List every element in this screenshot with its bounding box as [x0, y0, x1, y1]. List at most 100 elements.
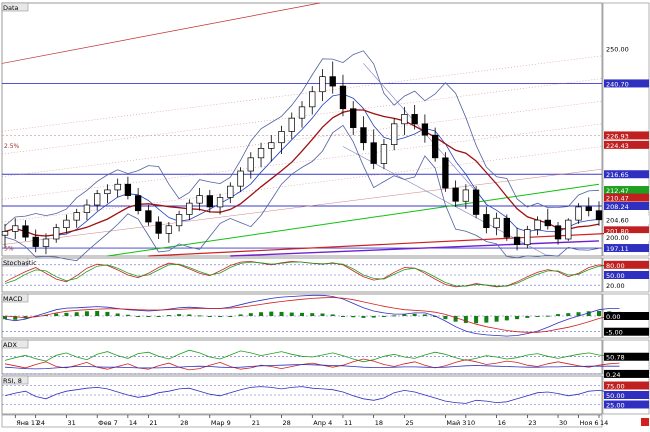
- macd-histogram-bar-44: [453, 316, 458, 322]
- candle-body-8: [83, 204, 91, 213]
- price-label-10: 197.11: [606, 245, 629, 253]
- macd-histogram-bar-36: [371, 316, 376, 318]
- price-label-0: 240.70: [606, 80, 629, 88]
- candle-body-55: [565, 219, 572, 240]
- candle-body-1: [12, 225, 19, 232]
- x-axis-label-12: 18: [375, 419, 383, 427]
- candle-body-56: [575, 206, 582, 221]
- panel-title-box-rsi: [1, 375, 29, 385]
- price-label-3: 216.65: [606, 171, 629, 179]
- macd-tick-label-1: -5.00: [606, 329, 623, 337]
- macd-histogram-bar-42: [433, 316, 438, 317]
- macd-histogram-bar-9: [95, 310, 100, 316]
- fan-line-1: [342, 146, 548, 257]
- x-axis-label-9: 28: [283, 419, 291, 427]
- price-axis-tick-0: 250.00: [606, 45, 629, 53]
- macd-histogram-bar-57: [586, 311, 591, 316]
- panel-title-stochastic: Stochastic: [3, 259, 37, 267]
- candle-body-57: [585, 206, 592, 212]
- candle-body-24: [247, 157, 254, 172]
- fib-annotation-1: 5%: [4, 246, 14, 253]
- macd-histogram-bar-39: [402, 314, 407, 316]
- candle-body-34: [350, 108, 357, 128]
- candle-body-10: [104, 189, 111, 195]
- candle-body-18: [186, 202, 193, 215]
- macd-histogram-bar-27: [279, 311, 284, 316]
- candle-body-9: [94, 193, 101, 206]
- candle-body-25: [257, 148, 265, 159]
- x-axis-label-16: 16: [498, 419, 506, 427]
- x-axis-label-0: Янв 17: [16, 419, 39, 427]
- macd-histogram-bar-45: [463, 316, 468, 323]
- adx-tick-box-1: [604, 369, 649, 378]
- candle-body-30: [309, 91, 316, 108]
- adx-tick-label-1: 0.24: [606, 371, 620, 379]
- candle-body-31: [319, 76, 326, 93]
- candle-body-49: [503, 217, 510, 238]
- x-axis-strip: [1, 414, 603, 428]
- macd-histogram-bar-30: [310, 313, 315, 316]
- stochastic-tick-box-0: [604, 260, 649, 269]
- macd-histogram-bar-37: [381, 316, 386, 317]
- x-axis-label-6: 28: [180, 419, 188, 427]
- adx-series-2: [4, 364, 620, 370]
- x-axis-label-17: 23: [528, 419, 536, 427]
- x-axis-label-1: 24: [37, 419, 45, 427]
- price-label-box-0: [604, 79, 649, 88]
- macd-histogram-bar-13: [136, 316, 141, 317]
- macd-histogram-bar-24: [248, 313, 253, 316]
- macd-histogram-bar-28: [289, 312, 294, 316]
- x-axis-label-13: 25: [405, 419, 413, 427]
- adx-series-1: [4, 358, 620, 371]
- adx-tick-box-0: [604, 352, 649, 361]
- stochastic-series-1: [4, 261, 620, 287]
- macd-histogram-bar-43: [443, 316, 448, 320]
- macd-histogram-bar-12: [125, 314, 130, 316]
- macd-histogram-bar-40: [412, 313, 417, 316]
- candle-body-2: [22, 225, 29, 238]
- rsi-tick-box-2: [604, 400, 649, 409]
- bollinger-mid: [4, 93, 600, 237]
- candle-body-53: [544, 219, 551, 227]
- candle-body-41: [421, 123, 429, 136]
- candle-body-39: [401, 114, 408, 125]
- axis-strip-price: [602, 2, 650, 257]
- price-label-8: 201.80: [606, 227, 629, 235]
- stochastic-tick-label-0: 80.00: [606, 262, 625, 270]
- panel-title-box-macd: [1, 293, 29, 303]
- price-label-box-3: [604, 170, 649, 179]
- price-label-4: 212.47: [606, 187, 629, 195]
- x-axis-label-19: Ноя 6: [580, 419, 599, 427]
- macd-histogram-bar-47: [484, 316, 489, 323]
- macd-histogram-bar-6: [64, 312, 69, 316]
- price-label-box-7: [604, 215, 649, 224]
- macd-histogram-bar-23: [238, 314, 243, 316]
- macd-histogram-bar-17: [177, 314, 182, 316]
- stochastic-tick-label-1: 20.00: [606, 282, 625, 290]
- macd-histogram-bar-1: [13, 316, 18, 320]
- rsi-tick-box-0: [604, 381, 649, 390]
- x-axis-label-20: 14: [600, 419, 608, 427]
- macd-histogram-bar-46: [474, 316, 479, 324]
- upper-trend-line: [1, 2, 321, 64]
- candle-body-15: [155, 221, 162, 234]
- price-label-box-9: [604, 233, 649, 242]
- x-axis-label-14: Май 3: [446, 419, 466, 427]
- macd-histogram-bar-19: [197, 315, 202, 317]
- candle-body-32: [329, 76, 336, 87]
- candle-body-11: [114, 183, 121, 191]
- macd-histogram-bar-14: [146, 316, 151, 317]
- macd-histogram-bar-16: [166, 315, 171, 317]
- price-label-6: 208.24: [606, 203, 629, 211]
- candle-body-12: [124, 183, 132, 196]
- price-label-box-10: [604, 244, 649, 253]
- macd-tick-label-0: 0.00: [606, 313, 620, 321]
- macd-histogram-bar-41: [422, 314, 427, 316]
- macd-histogram-bar-5: [54, 313, 59, 316]
- candle-body-13: [134, 195, 142, 212]
- moving-average-line: [4, 109, 600, 237]
- candle-body-43: [442, 157, 449, 189]
- ma-long-line: [230, 240, 600, 257]
